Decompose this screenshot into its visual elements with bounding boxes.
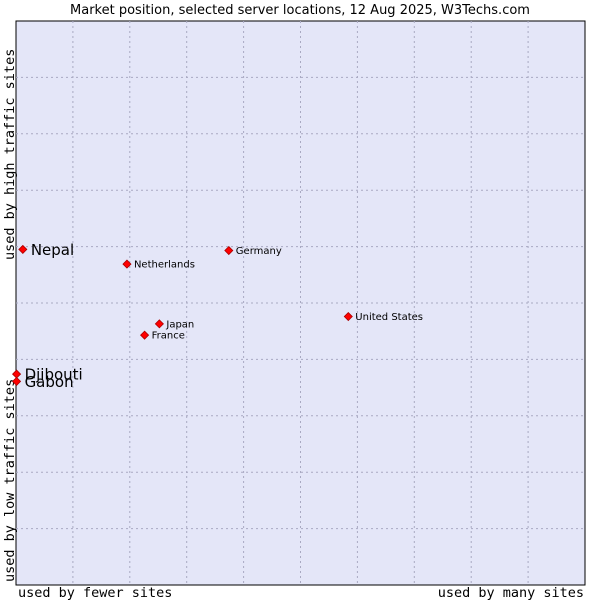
point-label: Germany [236,246,282,257]
data-points: Nepal Netherlands Germany United States Japa… [12,241,423,391]
point-marker [122,259,132,269]
point-marker [140,330,150,340]
data-point-japan: Japan [154,319,194,330]
point-marker [224,245,234,256]
point-marker [12,376,22,386]
point-marker [343,311,353,322]
data-point-gabon: Gabon [12,373,74,391]
y-axis-label-bottom: used by low traffic sites [2,379,18,582]
point-label: Gabon [25,373,74,391]
x-axis-label-left: used by fewer sites [18,585,172,600]
data-point-germany: Germany [224,245,282,257]
point-label: Djibouti [25,366,83,384]
point-marker [18,244,28,254]
x-axis-label-right: used by many sites [438,585,584,600]
point-label: Japan [165,319,194,330]
point-label: United States [355,312,423,323]
data-point-nepal: Nepal [18,241,74,259]
point-label: France [152,331,185,342]
chart-title: Market position, selected server locatio… [70,3,530,18]
data-point-united-states: United States [343,311,423,323]
y-axis-label-top: used by high traffic sites [2,49,18,260]
plot-area [15,20,586,586]
point-marker [154,319,164,329]
data-point-france: France [140,330,185,342]
point-label: Nepal [31,241,74,259]
point-label: Netherlands [134,260,195,271]
data-point-netherlands: Netherlands [122,259,195,271]
